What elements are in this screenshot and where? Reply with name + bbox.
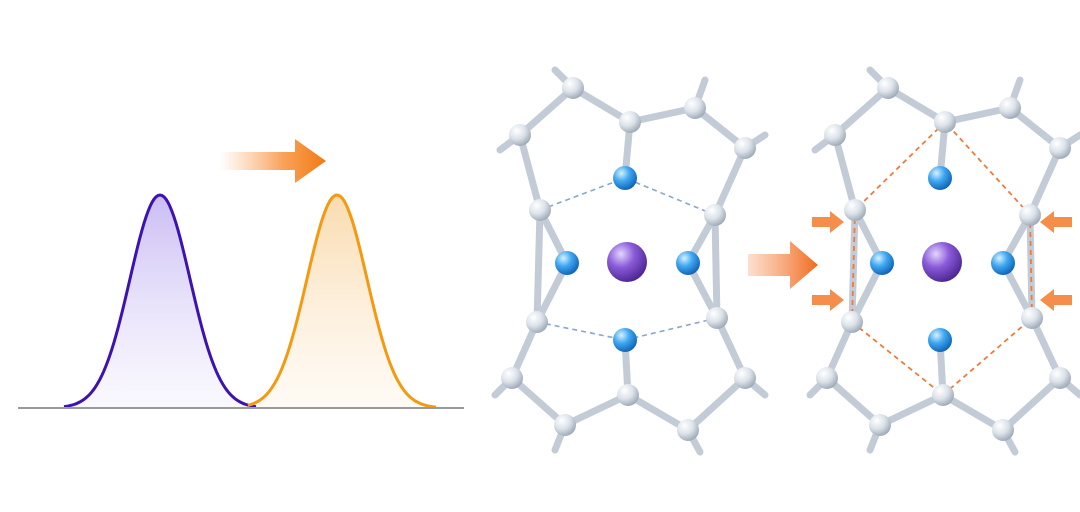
lattice-bond <box>713 314 749 382</box>
lattice-bond <box>939 391 1007 434</box>
lattice-bond <box>876 391 947 429</box>
ligand-atom <box>613 166 637 190</box>
lattice-atom <box>526 311 548 333</box>
lattice-bond <box>711 144 749 219</box>
lattice-bond <box>624 391 692 434</box>
lattice-atom <box>1021 307 1043 329</box>
lattice-atom <box>684 97 706 119</box>
lattice-atom <box>932 384 954 406</box>
interaction-line <box>539 177 626 211</box>
peak-fill <box>64 195 256 408</box>
lattice-atom <box>562 77 584 99</box>
strain-line <box>942 317 1033 396</box>
lattice-atom <box>1049 137 1071 159</box>
lattice-atom <box>706 307 728 329</box>
peak-curve <box>63 193 257 409</box>
lattice-bond <box>831 84 892 139</box>
drawing-layer <box>18 66 1080 456</box>
compression-arrow <box>1040 211 1072 233</box>
compression-arrow <box>1040 289 1072 311</box>
strain-line <box>944 121 1031 216</box>
strain-line <box>854 121 946 211</box>
shift-arrow <box>220 139 326 183</box>
lattice-bond <box>516 84 577 139</box>
lattice-atom <box>677 419 699 441</box>
lattice-bond <box>626 104 699 126</box>
peak-curve <box>247 193 437 409</box>
lattice-atom <box>999 97 1021 119</box>
metal-atom <box>607 242 647 282</box>
strain-line <box>851 321 944 396</box>
lattice-atom <box>554 414 576 436</box>
metal-atom <box>922 242 962 282</box>
ligand-atom <box>928 166 952 190</box>
compression-arrow <box>812 289 844 311</box>
lattice-atom <box>877 77 899 99</box>
ligand-atom <box>991 251 1015 275</box>
lattice-atom <box>992 419 1014 441</box>
lattice-bond <box>561 391 632 429</box>
lattice-atom <box>734 367 756 389</box>
transition-arrow <box>748 241 818 289</box>
lattice-atom <box>1019 204 1041 226</box>
lattice-bond <box>533 206 544 326</box>
interaction-line <box>624 177 716 216</box>
lattice-bond <box>823 374 884 429</box>
interaction-line <box>536 321 626 341</box>
lattice-atom <box>1049 367 1071 389</box>
lattice-atom <box>841 311 863 333</box>
lattice-bond <box>684 374 749 434</box>
ligand-atom <box>676 251 700 275</box>
lattice-atom <box>824 124 846 146</box>
lattice-atom <box>617 384 639 406</box>
lattice-atom <box>501 367 523 389</box>
lattice-atom <box>869 414 891 436</box>
ligand-atom <box>870 251 894 275</box>
lattice-bond <box>1028 314 1064 382</box>
lattice-atom <box>704 204 726 226</box>
strain-line <box>851 209 856 323</box>
lattice-atom <box>816 367 838 389</box>
lattice-bond <box>569 84 634 126</box>
lattice-bond <box>941 104 1014 126</box>
lattice-atom <box>934 111 956 133</box>
compression-arrow <box>812 211 844 233</box>
lattice-bond <box>831 131 859 214</box>
lattice-bond <box>999 374 1064 434</box>
lattice-bond <box>711 211 721 322</box>
lattice-bond <box>1026 144 1064 219</box>
strain-line <box>1029 214 1033 319</box>
interaction-line <box>624 317 718 341</box>
lattice-atom <box>509 124 531 146</box>
lattice-bond <box>884 84 949 126</box>
lattice-atom <box>844 199 866 221</box>
lattice-atom <box>529 199 551 221</box>
lattice-bond <box>516 131 544 214</box>
ligand-atom <box>613 328 637 352</box>
ligand-atom <box>555 251 579 275</box>
lattice-atom <box>619 111 641 133</box>
lattice-bond <box>508 374 569 429</box>
lattice-atom <box>734 137 756 159</box>
peak-fill <box>248 195 436 408</box>
lattice-bond <box>1026 211 1036 322</box>
ligand-atom <box>928 328 952 352</box>
